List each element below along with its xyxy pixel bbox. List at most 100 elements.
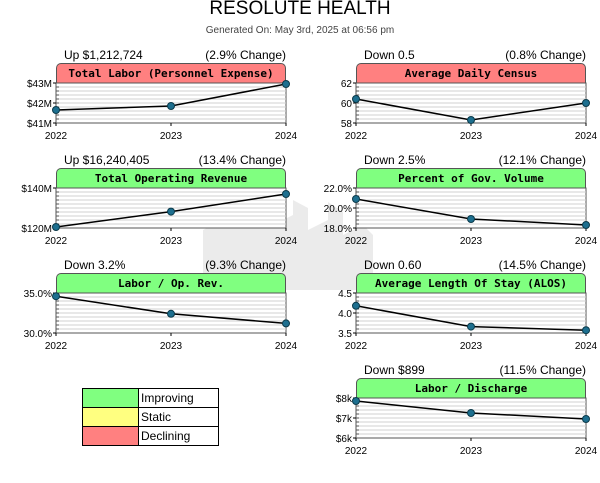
kpi-line-chart: 3.5 4.0 4.5 2022 2023 2024 — [338, 289, 598, 352]
x-tick-label: 2022 — [345, 341, 368, 352]
kpi-line-chart: 18.0% 20.0% 22.0% 2022 2023 2024 — [324, 184, 598, 247]
kpi-line-chart: $6k $7k $8k 2022 2023 2024 — [336, 394, 598, 457]
kpi-panel: Down 3.2% (9.3% Change) Labor / Op. Rev. 30… — [24, 258, 306, 378]
data-point — [467, 215, 475, 223]
x-tick-label: 2022 — [345, 446, 368, 457]
x-tick-label: 2023 — [460, 341, 483, 352]
data-point — [167, 207, 175, 216]
kpi-panel: Down 0.5 (0.8% Change) Average Daily Censu… — [341, 48, 600, 168]
data-point — [282, 319, 290, 328]
x-tick-label: 2024 — [575, 341, 598, 352]
data-point — [282, 80, 290, 88]
kpi-panel: Up $1,212,724 (2.9% Change) Total Labor (P… — [27, 48, 306, 168]
kpi-change-summary: Down $899 — [364, 363, 425, 377]
kpi-title-band: Labor / Op. Rev. — [56, 273, 286, 293]
legend-item-improving: Improving — [83, 389, 218, 408]
kpi-title-band: Total Operating Revenue — [56, 168, 286, 188]
y-tick-label: $140M — [21, 184, 52, 195]
data-point — [582, 99, 590, 107]
y-tick-label: 35.0% — [24, 289, 52, 300]
legend-swatch-static — [83, 408, 139, 426]
x-tick-label: 2024 — [275, 236, 298, 247]
status-legend: Improving Static Declining — [82, 388, 219, 446]
x-tick-label: 2023 — [460, 446, 483, 457]
x-tick-label: 2024 — [575, 236, 598, 247]
legend-label-static: Static — [141, 410, 172, 424]
x-tick-label: 2023 — [160, 341, 183, 352]
legend-swatch-improving — [83, 389, 139, 407]
y-tick-label: 3.5 — [338, 329, 352, 340]
y-tick-label: 60 — [341, 99, 353, 110]
x-tick-label: 2022 — [45, 131, 68, 142]
y-tick-label: 22.0% — [324, 184, 352, 195]
y-tick-label: 62 — [341, 79, 353, 90]
x-tick-label: 2024 — [575, 446, 598, 457]
kpi-panel: Down $899 (11.5% Change) Labor / Discharge… — [336, 363, 600, 483]
kpi-change-percent: (14.5% Change) — [498, 258, 586, 272]
x-tick-label: 2022 — [345, 236, 368, 247]
kpi-panel: Up $16,240,405 (13.4% Change) Total Operat… — [21, 153, 306, 273]
generated-timestamp: Generated On: May 3rd, 2025 at 06:56 pm — [205, 25, 395, 36]
x-tick-label: 2024 — [275, 131, 298, 142]
kpi-line-chart: 30.0% 35.0% 2022 2023 2024 — [24, 289, 298, 352]
kpi-title-band: Labor / Discharge — [356, 378, 586, 398]
kpi-change-summary: Down 3.2% — [64, 258, 126, 272]
y-tick-label: $6k — [336, 434, 353, 445]
y-tick-label: $43M — [27, 79, 52, 90]
report-title: RESOLUTE HEALTH — [209, 0, 391, 19]
data-point — [582, 221, 590, 229]
x-tick-label: 2023 — [160, 131, 183, 142]
y-tick-label: $8k — [336, 394, 353, 405]
kpi-change-percent: (0.8% Change) — [505, 48, 586, 62]
kpi-change-percent: (13.4% Change) — [198, 153, 286, 167]
y-tick-label: $7k — [336, 414, 353, 425]
data-point — [467, 322, 475, 331]
kpi-line-chart: $41M $42M $43M 2022 2023 2024 — [27, 79, 298, 142]
data-point — [52, 292, 60, 301]
kpi-panel: Down 0.60 (14.5% Change) Average Length Of… — [338, 258, 600, 378]
legend-item-static: Static — [83, 408, 218, 427]
data-point — [467, 116, 475, 124]
y-tick-label: 18.0% — [324, 224, 352, 235]
kpi-title-band: Percent of Gov. Volume — [356, 168, 586, 188]
kpi-change-percent: (2.9% Change) — [205, 48, 286, 62]
kpi-change-summary: Down 0.60 — [364, 258, 422, 272]
kpi-line-chart: 58 60 62 2022 2023 2024 — [341, 79, 598, 142]
data-point — [352, 301, 360, 310]
kpi-title-band: Average Length Of Stay (ALOS) — [356, 273, 586, 293]
data-point — [52, 106, 60, 114]
x-tick-label: 2022 — [45, 341, 68, 352]
data-point — [582, 326, 590, 335]
kpi-change-summary: Down 2.5% — [364, 153, 426, 167]
y-tick-label: 4.0 — [338, 309, 352, 320]
y-tick-label: $41M — [27, 119, 52, 130]
x-tick-label: 2022 — [345, 131, 368, 142]
kpi-change-percent: (12.1% Change) — [498, 153, 586, 167]
kpi-panel: Down 2.5% (12.1% Change) Percent of Gov. V… — [324, 153, 600, 273]
legend-swatch-declining — [83, 427, 139, 445]
x-tick-label: 2024 — [575, 131, 598, 142]
y-tick-label: 20.0% — [324, 204, 352, 215]
y-tick-label: 30.0% — [24, 329, 52, 340]
legend-label-improving: Improving — [141, 391, 194, 405]
kpi-change-summary: Up $1,212,724 — [64, 48, 143, 62]
x-tick-label: 2024 — [275, 341, 298, 352]
kpi-change-percent: (11.5% Change) — [499, 363, 587, 377]
kpi-change-summary: Up $16,240,405 — [64, 153, 150, 167]
kpi-line-chart: $120M $140M 2022 2023 2024 — [21, 184, 298, 247]
x-tick-label: 2023 — [160, 236, 183, 247]
y-tick-label: $42M — [27, 99, 52, 110]
kpi-change-percent: (9.3% Change) — [205, 258, 286, 272]
kpi-change-summary: Down 0.5 — [364, 48, 415, 62]
data-point — [352, 195, 360, 203]
kpi-panels: Up $1,212,724 (2.9% Change) Total Labor (P… — [21, 48, 600, 457]
kpi-title-band: Average Daily Census — [356, 63, 586, 83]
x-tick-label: 2022 — [45, 236, 68, 247]
y-tick-label: 58 — [341, 119, 353, 130]
x-tick-label: 2023 — [460, 131, 483, 142]
data-point — [582, 415, 590, 423]
data-point — [167, 102, 175, 110]
data-point — [167, 309, 175, 318]
kpi-title-band: Total Labor (Personnel Expense) — [56, 63, 286, 83]
legend-item-declining: Declining — [83, 427, 218, 446]
